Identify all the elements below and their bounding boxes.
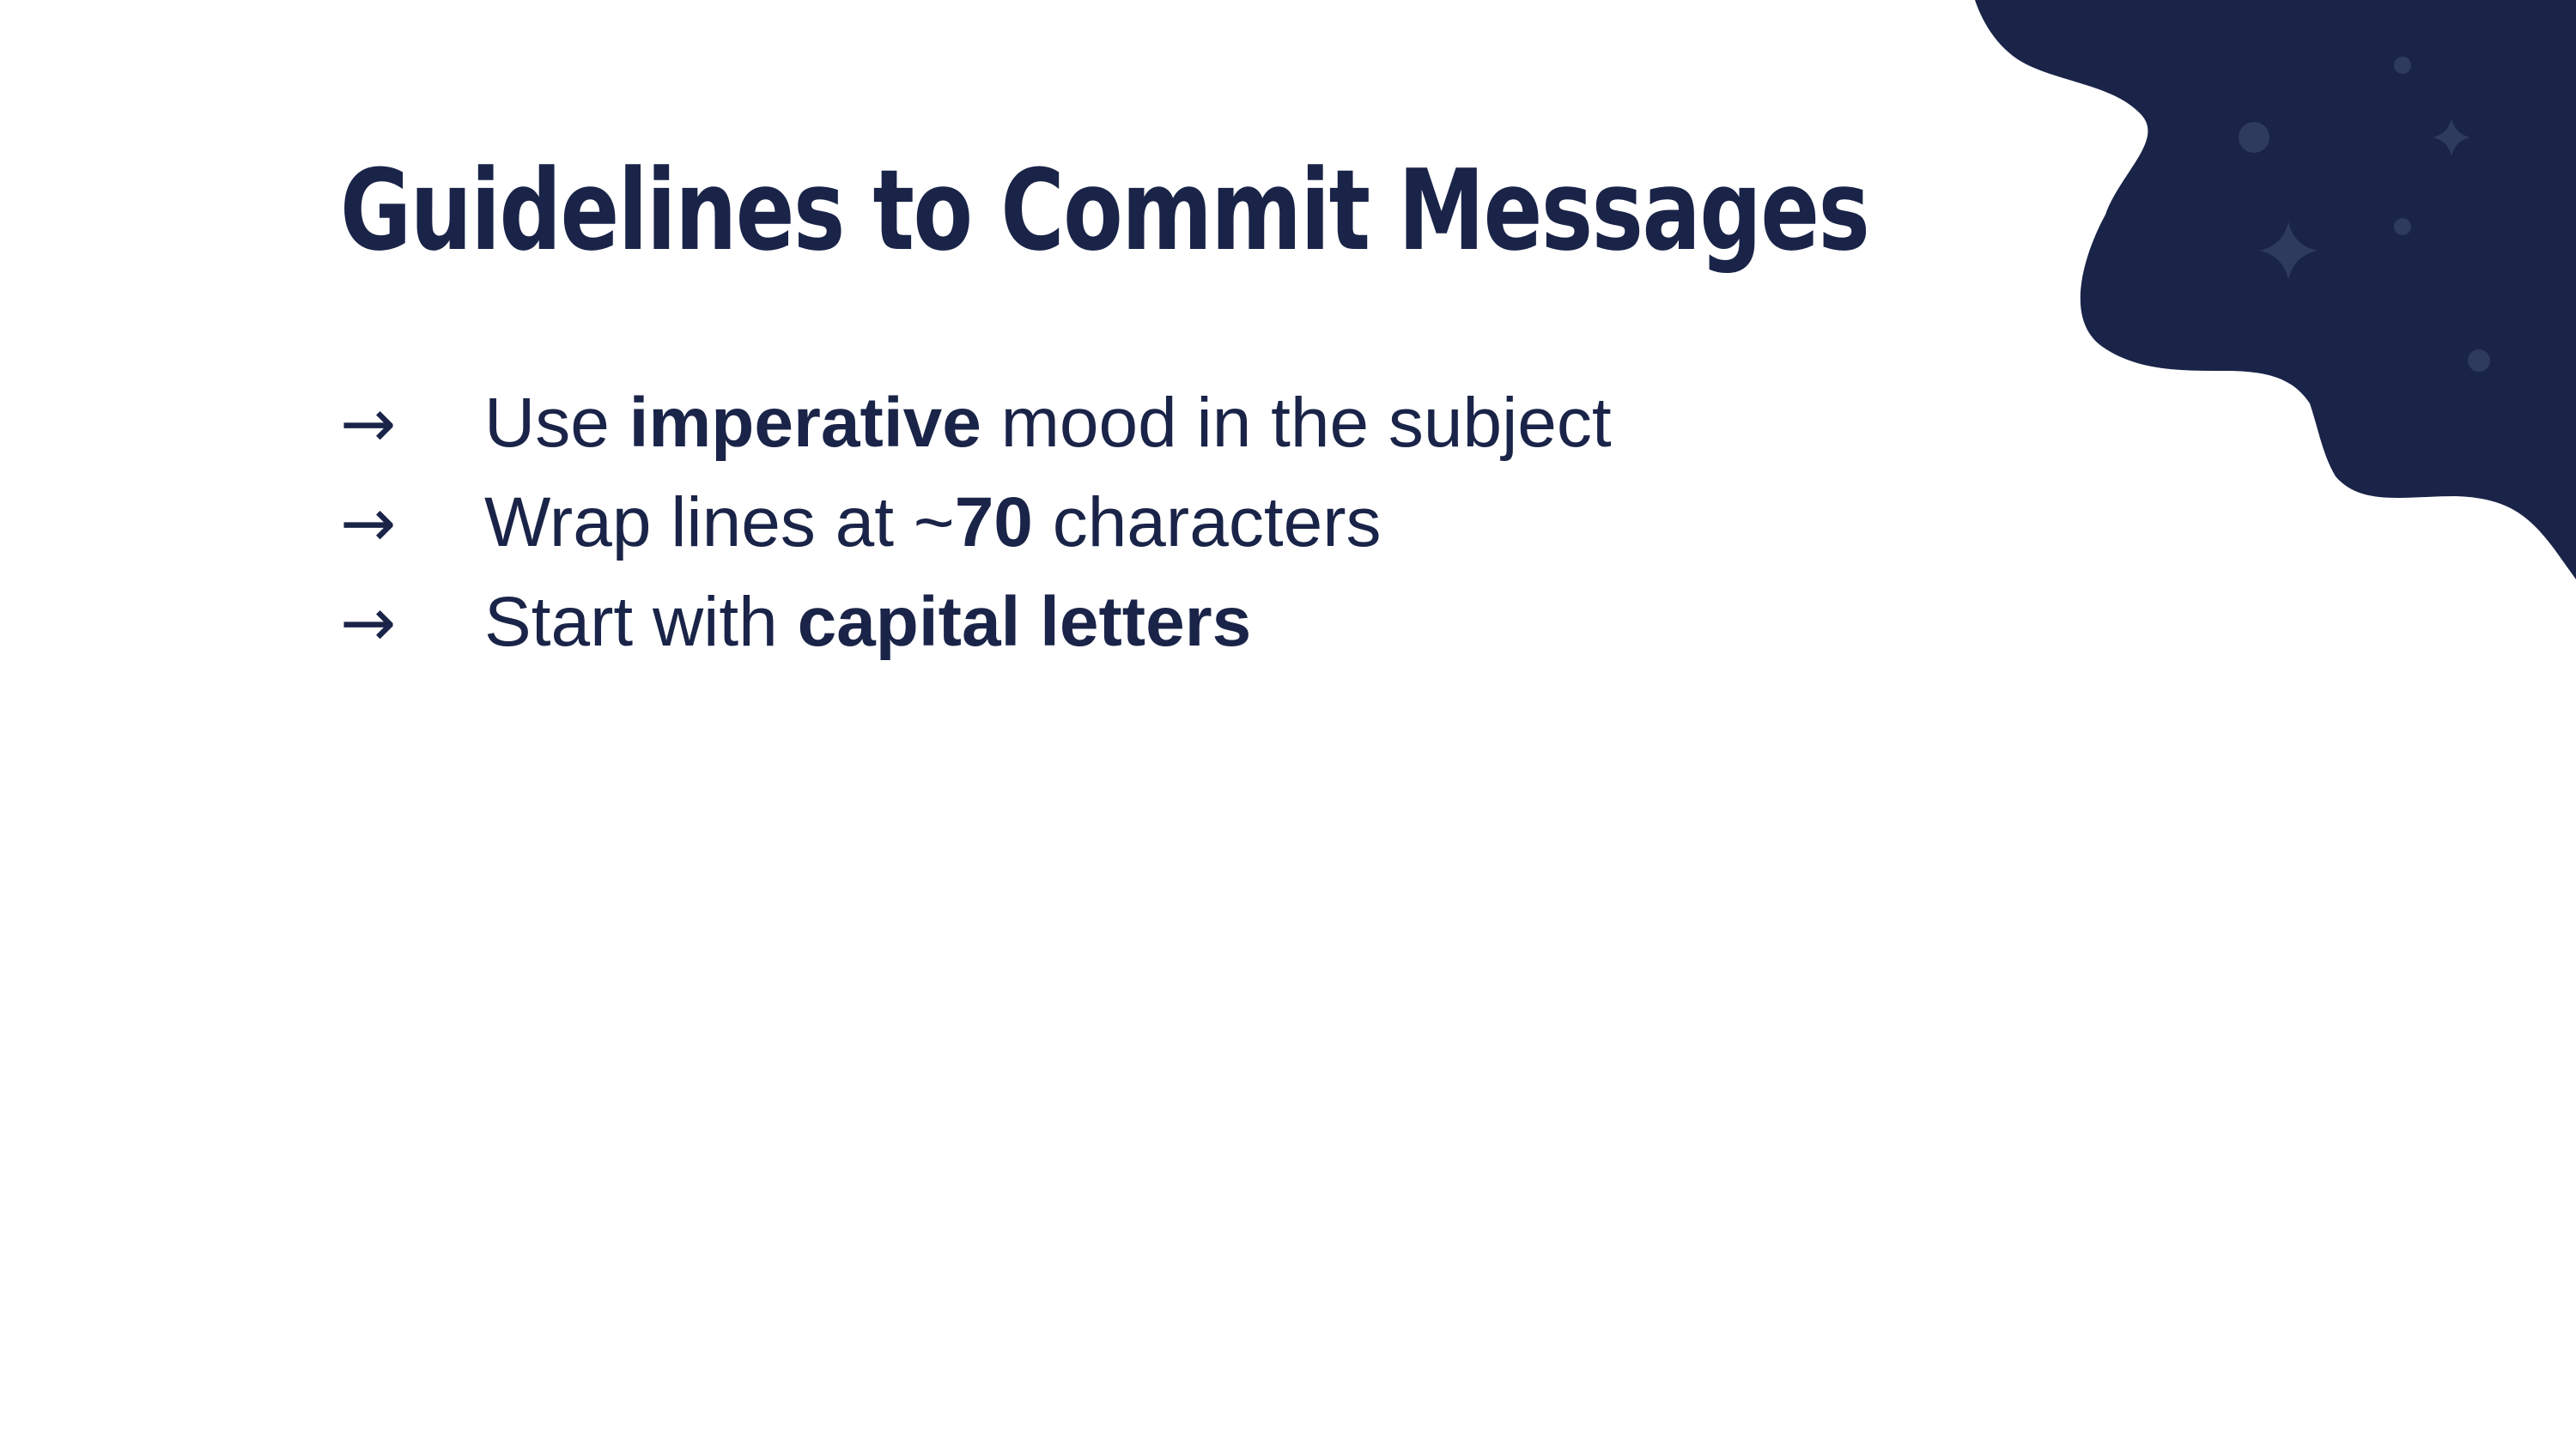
arrow-right-icon: →	[340, 485, 397, 562]
bullet-text: Wrap lines at ~70 characters	[484, 482, 1382, 563]
blob-shape	[1975, 0, 2576, 579]
arrow-right-icon: →	[340, 585, 397, 662]
dot-icon	[2468, 349, 2490, 372]
bullet-emphasis: 70	[954, 483, 1033, 561]
bullet-emphasis: imperative	[629, 384, 981, 462]
bullet-text-end: mood in the subject	[981, 384, 1612, 462]
sparkle-icon	[2259, 221, 2318, 280]
dot-icon	[2239, 122, 2269, 153]
bullet-item: → Use imperative mood in the subject	[340, 383, 1612, 482]
bullet-list: → Use imperative mood in the subject → W…	[340, 383, 1612, 682]
slide-title: Guidelines to Commit Messages	[340, 145, 1870, 276]
bullet-text: Start with capital letters	[484, 582, 1251, 663]
bullet-text-start: Use	[484, 384, 629, 462]
dot-icon	[2394, 218, 2411, 235]
arrow-right-icon: →	[340, 385, 397, 463]
bullet-item: → Wrap lines at ~70 characters	[340, 482, 1612, 582]
bullet-emphasis: capital letters	[797, 583, 1252, 661]
dot-icon	[2394, 57, 2411, 74]
bullet-text-end: characters	[1032, 483, 1382, 561]
bullet-text-start: Start with	[484, 583, 798, 661]
sparkle-icon	[2433, 118, 2470, 156]
bullet-text: Use imperative mood in the subject	[484, 383, 1612, 464]
bullet-item: → Start with capital letters	[340, 582, 1612, 682]
bullet-text-start: Wrap lines at ~	[484, 483, 955, 561]
